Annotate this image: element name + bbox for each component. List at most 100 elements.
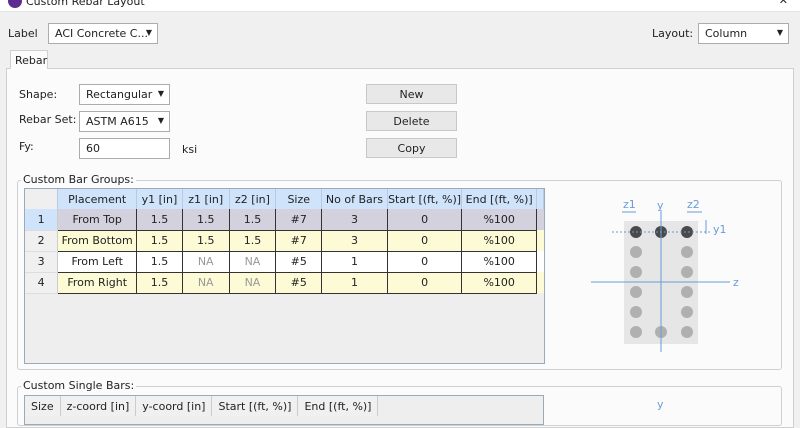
table-cell[interactable]: 3 [321,209,388,231]
column-header[interactable]: End [(ft, %)] [297,396,379,416]
row-filler [536,230,544,251]
table-cell[interactable]: 1 [321,251,388,273]
table-cell[interactable]: 0 [387,272,463,294]
new-button[interactable]: New [366,84,457,104]
table-cell[interactable]: 1.5 [182,230,230,252]
table-row[interactable]: 2 From Bottom 1.5 1.5 1.5 #7 3 0 %100 [25,230,544,252]
label-caption: Label [8,27,38,40]
table-cell[interactable]: 1.5 [136,272,183,294]
title-bar: Custom Rebar Layout ✕ [0,0,800,12]
row-filler [536,272,544,293]
column-header[interactable]: z2 [in] [229,189,277,209]
row-number[interactable]: 3 [25,251,59,273]
column-header[interactable]: y-coord [in] [135,396,213,416]
table-cell[interactable]: From Left [57,251,138,273]
layout-dropdown[interactable]: Column ▼ [698,23,789,44]
window-title: Custom Rebar Layout [26,0,145,8]
table-cell[interactable]: 0 [387,251,463,273]
custom-single-bars-title: Custom Single Bars: [21,379,137,392]
column-header[interactable]: z-coord [in] [60,396,137,416]
chevron-down-icon: ▼ [145,28,152,37]
table-cell[interactable]: 0 [387,230,463,252]
fy-input[interactable]: 60 [79,138,170,159]
row-number[interactable]: 4 [25,272,59,294]
close-button[interactable]: ✕ [778,0,788,7]
y1-label: y1 [713,223,727,236]
table-cell[interactable]: %100 [461,251,537,273]
column-header[interactable]: Start [(ft, %)] [211,396,299,416]
corner-cell[interactable] [25,189,59,209]
rebar-set-value: ASTM A615 [86,115,149,128]
table-row[interactable]: 3 From Left 1.5 NA NA #5 1 0 %100 [25,251,544,273]
shape-dropdown[interactable]: Rectangular ▼ [79,84,170,105]
tab-rebar[interactable]: Rebar [10,50,48,69]
table-cell[interactable]: 0 [387,209,463,231]
rebar-set-dropdown[interactable]: ASTM A615 ▼ [79,111,170,132]
rebar [630,306,642,318]
table-cell[interactable]: NA [229,272,277,294]
table-cell[interactable]: 1.5 [229,230,277,252]
y-label: y [657,199,664,212]
app-icon [8,0,22,8]
bar-groups-grid[interactable]: Placement y1 [in] z1 [in] z2 [in] Size No of … [24,188,545,364]
table-row[interactable]: 1 From Top 1.5 1.5 1.5 #7 3 0 %100 [25,209,544,231]
table-cell[interactable]: NA [182,272,230,294]
rebar-active [681,226,693,238]
shape-label: Shape: [19,88,58,101]
row-number[interactable]: 1 [25,209,59,231]
rebar [681,286,693,298]
table-cell[interactable]: 1.5 [182,209,230,231]
column-header[interactable]: Size [25,396,61,416]
delete-button[interactable]: Delete [366,111,457,131]
table-row[interactable]: 4 From Right 1.5 NA NA #5 1 0 %100 [25,272,544,294]
z1-label: z1 [623,198,636,211]
table-cell[interactable]: %100 [461,209,537,231]
row-filler [536,251,544,272]
fy-unit: ksi [182,143,198,156]
shape-value: Rectangular [86,88,153,101]
table-cell[interactable]: #7 [275,209,323,231]
column-header[interactable]: Start [(ft, %)] [387,189,463,209]
chevron-down-icon: ▼ [157,116,164,125]
column-header-filler [536,189,544,209]
bar-groups-table: Placement y1 [in] z1 [in] z2 [in] Size No of … [25,189,544,294]
table-cell[interactable]: 1 [321,272,388,294]
z2-label: z2 [687,198,700,211]
table-cell[interactable]: #5 [275,251,323,273]
table-cell[interactable]: 1.5 [136,251,183,273]
table-cell[interactable]: 1.5 [229,209,277,231]
table-cell[interactable]: From Right [57,272,138,294]
label-value: ACI Concrete C... [55,27,148,40]
layout-caption: Layout: [652,27,694,40]
label-dropdown[interactable]: ACI Concrete C... ▼ [48,23,158,44]
table-cell[interactable]: From Bottom [57,230,138,252]
table-cell[interactable]: %100 [461,230,537,252]
layout-value: Column [705,27,748,40]
table-cell[interactable]: 1.5 [136,230,183,252]
copy-button[interactable]: Copy [366,138,457,158]
row-filler [536,209,544,230]
table-cell[interactable]: NA [229,251,277,273]
column-header[interactable]: z1 [in] [182,189,230,209]
chevron-down-icon: ▼ [776,28,783,37]
z-label: z [733,276,739,289]
table-cell[interactable]: NA [182,251,230,273]
row-number[interactable]: 2 [25,230,59,252]
table-cell[interactable]: 3 [321,230,388,252]
rebar [630,286,642,298]
rebar [681,326,693,338]
single-bars-grid[interactable]: Size z-coord [in] y-coord [in] Start [(ft, … [24,395,544,425]
table-cell[interactable]: #7 [275,230,323,252]
table-cell[interactable]: From Top [57,209,138,231]
table-cell[interactable]: %100 [461,272,537,294]
chevron-down-icon: ▼ [157,89,164,98]
rebar [681,266,693,278]
table-cell[interactable]: #5 [275,272,323,294]
rebar [630,246,642,258]
column-header[interactable]: Size [275,189,323,209]
column-header[interactable]: Placement [57,189,138,209]
column-header[interactable]: No of Bars [321,189,388,209]
column-header[interactable]: End [(ft, %)] [461,189,537,209]
column-header[interactable]: y1 [in] [136,189,183,209]
table-cell[interactable]: 1.5 [136,209,183,231]
